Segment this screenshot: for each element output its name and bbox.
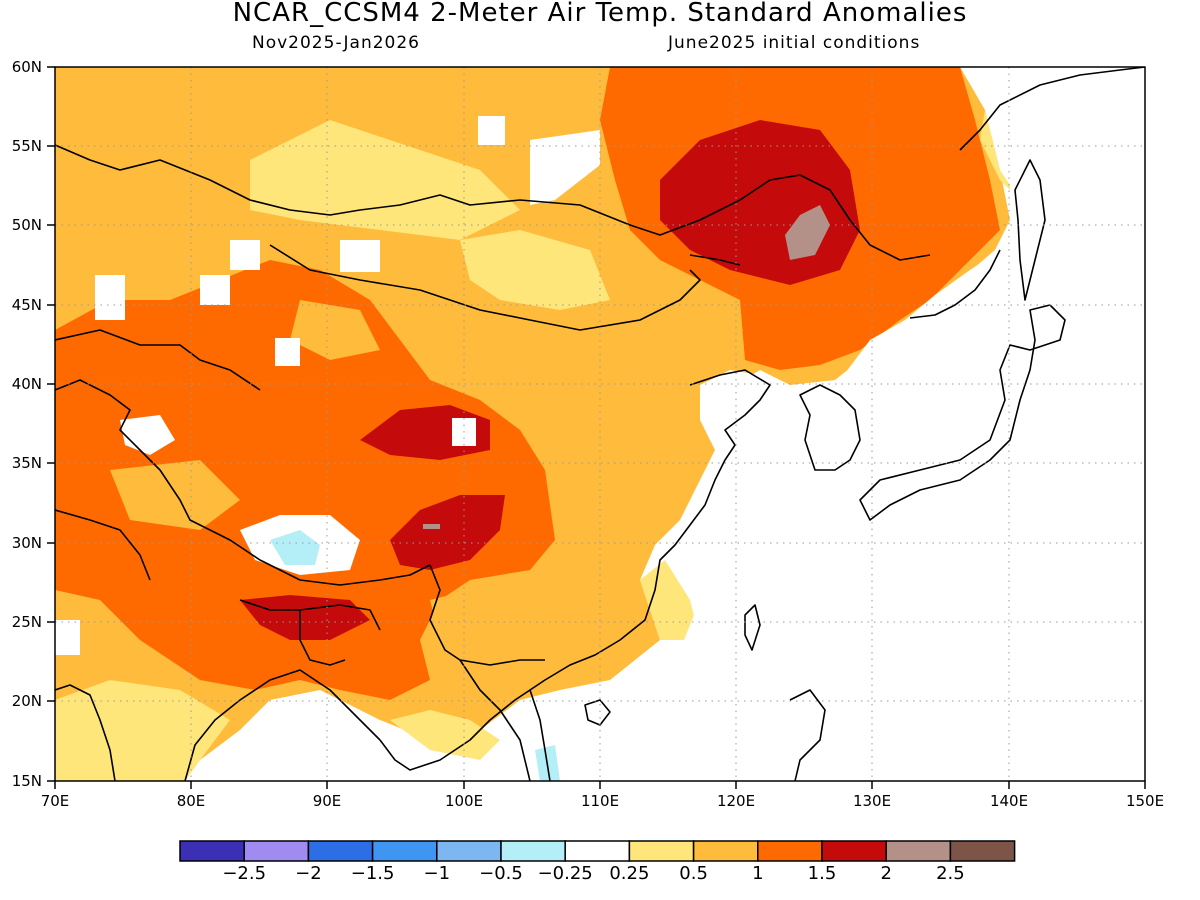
colorbar — [179, 840, 1016, 862]
lon-label: 150E — [1126, 792, 1164, 810]
anomaly-region-025-05 — [55, 680, 230, 781]
lon-label: 140E — [990, 792, 1028, 810]
anomaly-region-15-2 — [240, 595, 370, 640]
masked-lake — [200, 275, 230, 305]
colorbar-tick-label: −2.5 — [222, 863, 267, 884]
colorbar-swatch — [436, 840, 502, 862]
colorbar-tick-label: −1 — [423, 863, 451, 884]
colorbar-tick-label: −1.5 — [350, 863, 395, 884]
lat-label: 45N — [12, 296, 42, 314]
border — [239, 599, 381, 631]
russia-coast — [959, 67, 1145, 151]
colorbar-swatch — [692, 840, 759, 862]
anomaly-region-2-25 — [785, 205, 830, 260]
colorbar-tick-label: 0.5 — [679, 863, 708, 884]
colorbar-swatch — [243, 840, 310, 862]
colorbar-tick-label: 0.25 — [609, 863, 650, 884]
border — [269, 244, 701, 331]
border — [55, 379, 431, 586]
colorbar-swatch — [179, 840, 245, 862]
lat-label: 20N — [12, 692, 42, 710]
lon-label: 110E — [581, 792, 619, 810]
korea-coast — [799, 384, 861, 471]
anomaly-region-025-05 — [980, 110, 1020, 200]
lon-label: 130E — [853, 792, 891, 810]
map-title: NCAR_CCSM4 2-Meter Air Temp. Standard An… — [232, 0, 968, 28]
lon-label: 90E — [313, 792, 342, 810]
colorbar-tick-label: 2.5 — [936, 863, 965, 884]
philippines-coast — [789, 689, 826, 781]
lat-label: 50N — [12, 216, 42, 234]
coastline — [184, 669, 381, 781]
colorbar-swatch — [371, 840, 438, 862]
indochina-coast — [529, 689, 551, 781]
colorbar-tick-label: −0.5 — [479, 863, 523, 884]
masked-lake — [55, 620, 80, 655]
border — [459, 659, 531, 781]
coastline — [379, 369, 771, 771]
taiwan-coast — [744, 604, 761, 651]
masked-lake — [340, 240, 380, 272]
colorbar-swatch — [628, 840, 695, 862]
border — [689, 254, 741, 266]
colorbar-swatch — [500, 840, 566, 862]
lat-label: 40N — [12, 375, 42, 393]
lat-label: 30N — [12, 534, 42, 552]
anomaly-region-025-05 — [640, 560, 700, 640]
anomaly-region-2-25 — [423, 524, 440, 529]
lon-label: 100E — [445, 792, 483, 810]
lat-label: 25N — [12, 613, 42, 631]
anomaly-region-15-2 — [390, 495, 505, 570]
colorbar-tick-label: 1.5 — [807, 863, 837, 884]
lat-label: 15N — [12, 772, 42, 790]
japan-coast — [859, 304, 1066, 521]
masked-lake — [478, 116, 505, 145]
colorbar-swatch — [885, 840, 952, 862]
anomaly-region-05-1 — [430, 590, 500, 650]
masked-lake — [530, 130, 600, 205]
colorbar-swatch — [949, 840, 1016, 862]
border — [55, 329, 261, 391]
colorbar-swatch — [821, 840, 887, 862]
masked-lake — [95, 275, 125, 320]
sakhalin-coast — [1014, 159, 1046, 301]
lon-label: 70E — [41, 792, 70, 810]
masked-lake — [230, 240, 260, 270]
border — [55, 509, 151, 581]
forecast-period: Nov2025-Jan2026 — [252, 33, 420, 53]
lat-label: 55N — [12, 137, 42, 155]
russia-coast — [909, 249, 1001, 319]
anomaly-region-05-1 — [110, 460, 240, 530]
colorbar-swatch — [564, 840, 631, 862]
hainan-coast — [584, 699, 611, 726]
shaded-field — [55, 67, 1145, 781]
coastlines-and-borders — [55, 67, 1145, 781]
anomaly-region-neg-025-05 — [270, 530, 320, 565]
colorbar-tick-label: 2 — [880, 863, 892, 884]
anomaly-region-025-05 — [390, 710, 500, 760]
initial-conditions: June2025 initial conditions — [668, 33, 921, 53]
anomaly-region-05-1 — [290, 300, 380, 360]
sea-mask — [660, 67, 1145, 781]
masked-lake — [275, 338, 300, 366]
colorbar-tick-label: −2 — [295, 863, 322, 884]
lat-label: 35N — [12, 454, 42, 472]
axis-ticks — [47, 66, 1146, 789]
colorbar-swatch — [757, 840, 823, 862]
lon-label: 80E — [177, 792, 206, 810]
anomaly-region-025-05 — [250, 120, 520, 240]
border — [299, 610, 346, 666]
colorbar-tick-label: −0.25 — [537, 863, 593, 884]
anomaly-region-025-05 — [460, 230, 610, 310]
lon-label: 120E — [717, 792, 755, 810]
lat-label: 60N — [12, 58, 42, 76]
colorbar-tick-label: 1 — [752, 863, 764, 884]
border — [55, 144, 931, 261]
border — [429, 564, 545, 666]
masked-lake — [120, 415, 175, 455]
anomaly-region-1-15 — [55, 260, 555, 700]
colorbar-swatch — [307, 840, 374, 862]
coastline — [55, 684, 116, 781]
